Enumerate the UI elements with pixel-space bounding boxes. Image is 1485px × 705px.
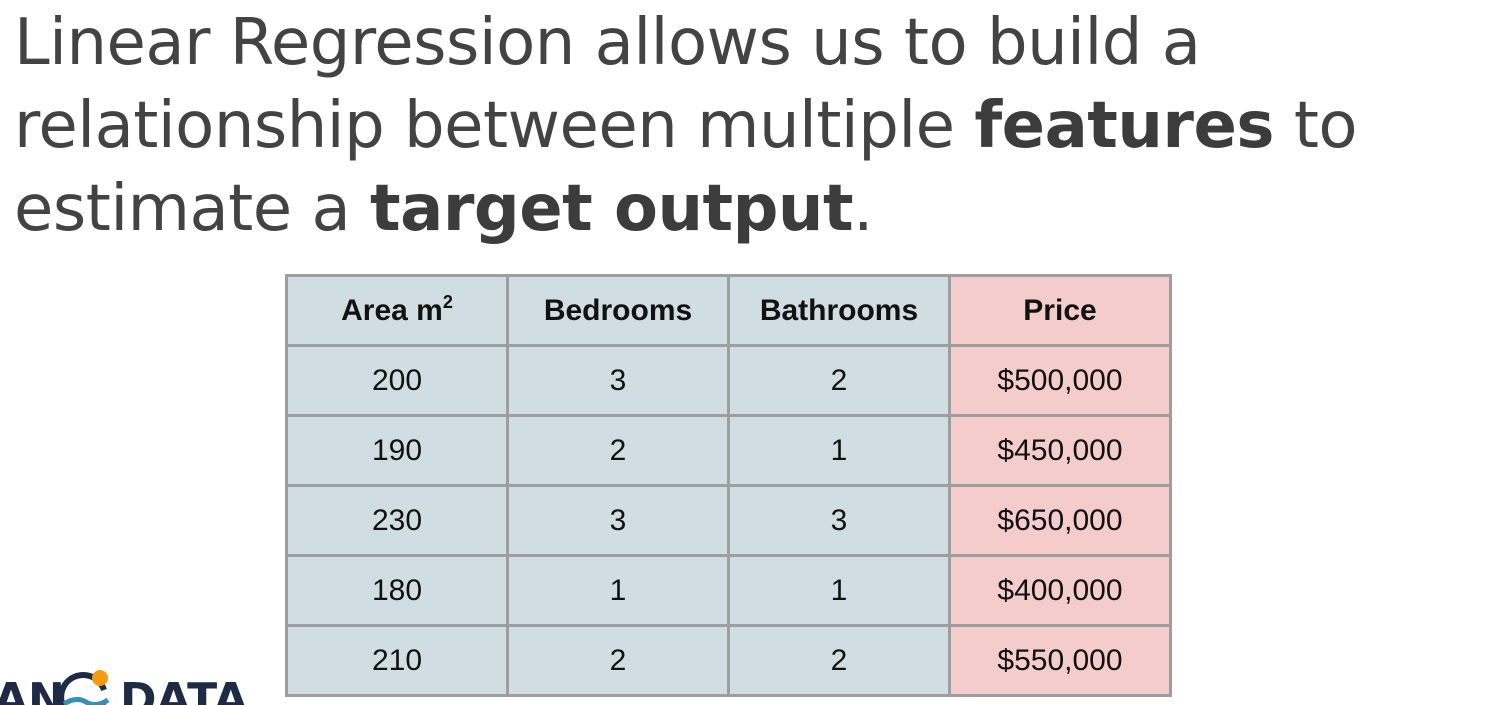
heading-line-3-start: estimate a: [14, 172, 371, 246]
table-row: 210 2 2 $550,000: [285, 624, 1172, 697]
table-row: 230 3 3 $650,000: [285, 484, 1172, 557]
cell-area: 200: [285, 344, 509, 417]
slide-heading: Linear Regression allows us to build a r…: [14, 2, 1479, 251]
heading-line-2-start: relationship between multiple: [14, 89, 975, 163]
header-bathrooms: Bathrooms: [727, 274, 951, 347]
cell-bathrooms: 1: [727, 414, 951, 487]
logo-mark-icon: [58, 670, 110, 705]
cell-area: 180: [285, 554, 509, 627]
heading-line-3-end: .: [853, 172, 873, 246]
cell-bedrooms: 2: [506, 624, 730, 697]
house-data-table: Area m2 Bedrooms Bathrooms Price 200 3 2…: [285, 274, 1172, 697]
cell-price: $450,000: [948, 414, 1172, 487]
cell-bathrooms: 1: [727, 554, 951, 627]
cell-price: $500,000: [948, 344, 1172, 417]
header-price: Price: [948, 274, 1172, 347]
cell-area: 190: [285, 414, 509, 487]
cell-bedrooms: 2: [506, 414, 730, 487]
cell-bathrooms: 2: [727, 624, 951, 697]
logo-text-end: DATA: [120, 674, 248, 705]
cell-bedrooms: 3: [506, 344, 730, 417]
cell-area: 230: [285, 484, 509, 557]
cell-area: 210: [285, 624, 509, 697]
heading-target-keyword: target output: [370, 172, 854, 246]
cell-bedrooms: 3: [506, 484, 730, 557]
cell-bathrooms: 3: [727, 484, 951, 557]
cell-price: $550,000: [948, 624, 1172, 697]
cell-bedrooms: 1: [506, 554, 730, 627]
header-area-label: Area m: [341, 293, 443, 327]
heading-features-keyword: features: [974, 89, 1274, 163]
cell-bathrooms: 2: [727, 344, 951, 417]
header-bedrooms: Bedrooms: [506, 274, 730, 347]
brand-logo: AN DATA: [0, 666, 264, 705]
table-header-row: Area m2 Bedrooms Bathrooms Price: [285, 274, 1172, 347]
heading-line-2-end: to: [1273, 89, 1358, 163]
table-row: 180 1 1 $400,000: [285, 554, 1172, 627]
cell-price: $650,000: [948, 484, 1172, 557]
logo-text-start: AN: [0, 674, 65, 705]
header-area-superscript: 2: [442, 291, 453, 312]
header-area: Area m2: [285, 274, 509, 347]
table-row: 190 2 1 $450,000: [285, 414, 1172, 487]
table-row: 200 3 2 $500,000: [285, 344, 1172, 417]
heading-line-1: Linear Regression allows us to build a: [14, 6, 1201, 80]
cell-price: $400,000: [948, 554, 1172, 627]
